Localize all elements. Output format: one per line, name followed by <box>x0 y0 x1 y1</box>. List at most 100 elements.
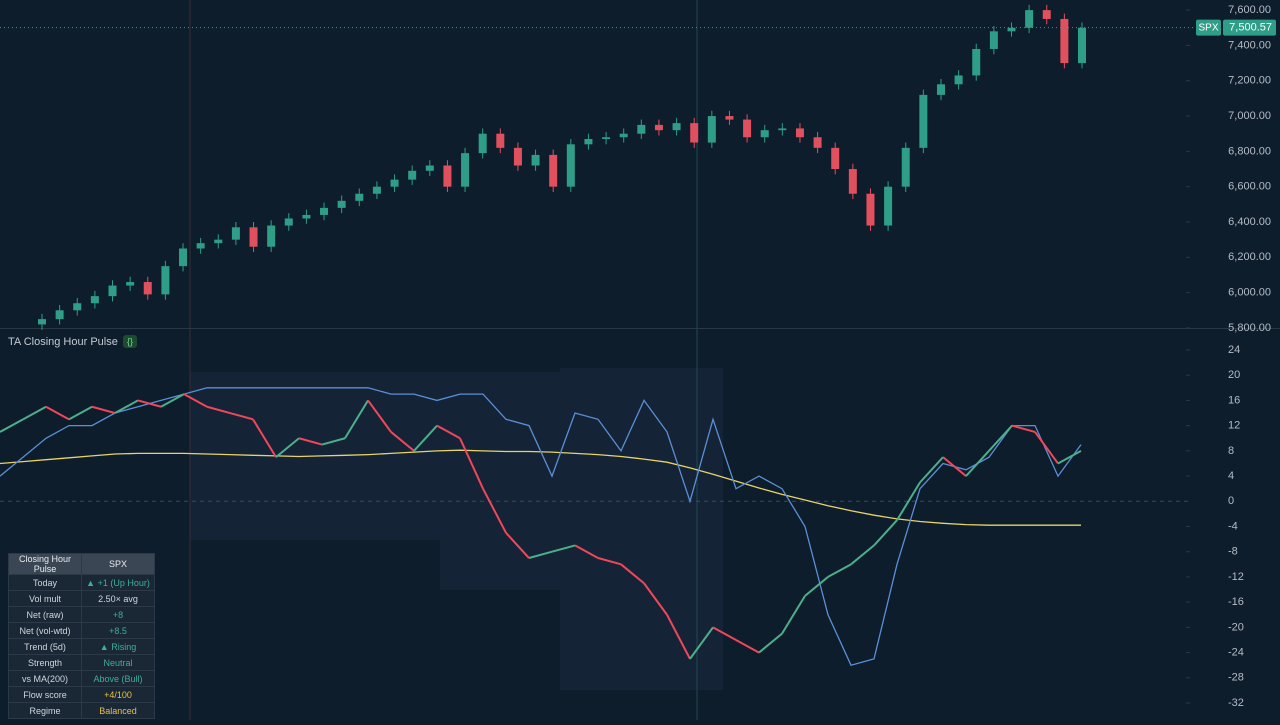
shade <box>440 372 560 590</box>
y-tick-label: 20 <box>1228 369 1240 381</box>
net-segment <box>505 532 530 559</box>
table-cell: +4/100 <box>81 686 155 703</box>
net-segment <box>344 399 369 439</box>
price-box <box>1223 19 1276 36</box>
candle-body <box>443 165 452 187</box>
net-segment <box>689 626 714 660</box>
table-row: Strength Neutral <box>8 654 155 671</box>
net-segment <box>896 481 921 521</box>
table-cell: ▲ Rising <box>81 638 155 655</box>
price-label: 7,500.57 <box>1229 22 1272 34</box>
net-segment <box>0 418 24 433</box>
candle-body <box>143 282 152 295</box>
candle-body <box>743 119 752 138</box>
net-segment <box>459 437 484 490</box>
candle-body <box>972 48 981 76</box>
candle-body <box>179 248 188 267</box>
net-segment <box>551 544 576 553</box>
candle-body <box>866 193 875 226</box>
candle-body <box>584 139 593 145</box>
candle-body <box>461 153 470 187</box>
table-cell: 2.50× avg <box>81 590 155 607</box>
net-segment <box>528 550 553 559</box>
net-segment <box>1034 431 1059 465</box>
candle-body <box>513 147 522 166</box>
y-tick-label: 24 <box>1228 344 1240 356</box>
table-row: Closing Hour Pulse SPX <box>8 553 155 575</box>
y-tick-label: 12 <box>1228 420 1240 432</box>
y-tick-label: 6,200.00 <box>1228 251 1271 263</box>
y-tick-label: 6,600.00 <box>1228 181 1271 193</box>
net-segment <box>436 424 461 440</box>
net-segment <box>367 399 392 433</box>
y-tick-label: 7,600.00 <box>1228 4 1271 16</box>
table-row: Trend (5d) ▲ Rising <box>8 638 155 655</box>
candle-body <box>831 147 840 170</box>
table-cell: +8.5 <box>81 622 155 639</box>
candle-body <box>231 227 240 240</box>
source-icon-glyph: {} <box>127 336 133 346</box>
table-row: Net (raw) +8 <box>8 606 155 623</box>
y-tick-label: -4 <box>1228 520 1238 532</box>
candle-body <box>355 193 364 201</box>
y-tick-label: 6,000.00 <box>1228 287 1271 299</box>
net-segment <box>735 639 760 654</box>
candle-body <box>108 285 117 297</box>
y-tick-label: -12 <box>1228 571 1244 583</box>
candle-body <box>549 154 558 187</box>
candle-body <box>38 319 46 325</box>
candle-body <box>478 133 487 154</box>
candle-body <box>1007 27 1016 32</box>
candle-body <box>725 116 734 120</box>
y-tick-label: 0 <box>1228 495 1234 507</box>
candle-body <box>337 200 346 208</box>
net-segment <box>390 431 415 452</box>
table-cell: Strength <box>8 654 82 671</box>
net-segment <box>229 412 254 421</box>
table-row: vs MA(200) Above (Bull) <box>8 670 155 687</box>
net-segment <box>45 405 70 421</box>
table-cell: Closing Hour Pulse <box>8 553 82 575</box>
candle-body <box>267 225 276 247</box>
candle-body <box>919 94 928 148</box>
candle-body <box>690 123 699 143</box>
table-row: Net (vol-wtd) +8.5 <box>8 622 155 639</box>
table-cell: Today <box>8 574 82 591</box>
candle-body <box>672 123 681 131</box>
candle-body <box>320 207 329 215</box>
net-segment <box>1011 424 1036 433</box>
net-segment <box>114 399 139 414</box>
table-row: Regime Balanced <box>8 702 155 719</box>
table-cell: Above (Bull) <box>81 670 155 687</box>
net-segment <box>620 563 645 585</box>
y-tick-label: -16 <box>1228 596 1244 608</box>
candle-body <box>602 137 611 140</box>
y-tick-label: 6,400.00 <box>1228 216 1271 228</box>
candle-body <box>936 84 945 95</box>
net-segment <box>781 595 806 635</box>
net-segment <box>643 582 668 616</box>
table-cell: Balanced <box>81 702 155 719</box>
net-segment <box>574 544 599 559</box>
net-segment <box>206 405 231 415</box>
candle-body <box>161 266 170 295</box>
y-tick-label: 6,800.00 <box>1228 145 1271 157</box>
candle-body <box>654 124 663 131</box>
shade <box>560 368 723 690</box>
candle-body <box>989 31 998 49</box>
indicator-title: TA Closing Hour Pulse <box>8 336 118 348</box>
y-tick-label: -20 <box>1228 621 1244 633</box>
candle-body <box>619 133 628 138</box>
candle-body <box>795 128 804 138</box>
candle-body <box>954 75 963 85</box>
candle-body <box>390 179 399 187</box>
y-tick-label: 7,400.00 <box>1228 39 1271 51</box>
net-segment <box>873 519 898 547</box>
y-tick-label: -24 <box>1228 646 1244 658</box>
table-row: Today ▲ +1 (Up Hour) <box>8 574 155 591</box>
y-tick-label: -32 <box>1228 697 1244 709</box>
net-segment <box>68 405 93 421</box>
net-segment <box>1057 449 1082 465</box>
net-segment <box>919 456 944 484</box>
candle-body <box>566 144 575 187</box>
